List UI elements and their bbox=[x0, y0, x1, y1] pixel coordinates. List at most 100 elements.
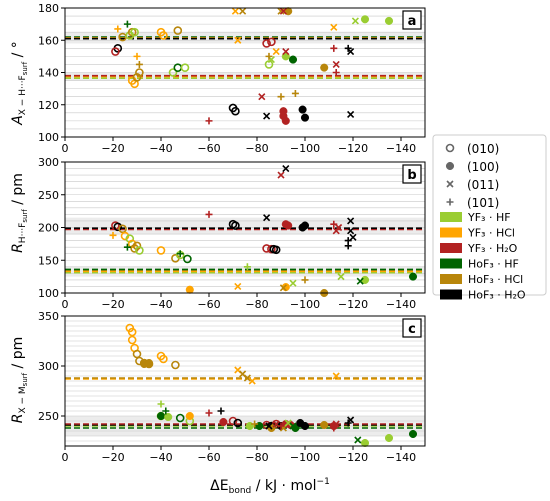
legend-marker-label: (011) bbox=[467, 178, 499, 192]
data-point-44 bbox=[347, 110, 355, 118]
data-point-38 bbox=[349, 233, 357, 241]
y-tick-label: 150 bbox=[38, 254, 59, 267]
y-tick-label: 120 bbox=[38, 99, 59, 112]
legend-swatch bbox=[440, 289, 462, 300]
data-point-27 bbox=[288, 55, 298, 64]
legend-color-entry: HoF₃ · HF bbox=[440, 258, 519, 271]
data-point-38 bbox=[408, 429, 418, 439]
y-tick-label: 180 bbox=[38, 2, 59, 15]
x-tick-label: −140 bbox=[386, 142, 416, 155]
data-point-40 bbox=[337, 273, 345, 281]
data-point-50 bbox=[135, 60, 143, 68]
legend-marker-label: (101) bbox=[467, 196, 499, 210]
x-tick-label: −120 bbox=[338, 142, 368, 155]
data-point-14 bbox=[180, 63, 190, 72]
data-point-15 bbox=[173, 26, 183, 35]
ylabel-b: RH···Fsurf / pm bbox=[10, 173, 29, 253]
data-point-11 bbox=[159, 31, 168, 40]
data-point-24 bbox=[219, 417, 228, 427]
data-point-50 bbox=[354, 436, 362, 444]
data-point-51 bbox=[332, 372, 340, 380]
data-point-18 bbox=[262, 39, 271, 48]
data-point-47 bbox=[344, 242, 352, 250]
axes-frame bbox=[64, 315, 426, 447]
data-point-51 bbox=[205, 117, 213, 125]
data-point-28 bbox=[320, 63, 329, 72]
data-point-23 bbox=[185, 285, 194, 294]
data-point-15 bbox=[233, 418, 243, 428]
data-point-32 bbox=[279, 284, 287, 292]
data-point-10 bbox=[171, 360, 180, 370]
y-tick-label: 350 bbox=[38, 310, 59, 323]
data-point-32 bbox=[234, 36, 242, 44]
data-point-33 bbox=[289, 279, 297, 287]
x-tick-label: −80 bbox=[245, 298, 268, 311]
data-point-9 bbox=[135, 68, 144, 77]
y-tick-label: 100 bbox=[38, 287, 59, 300]
data-point-54 bbox=[291, 89, 299, 97]
data-point-34 bbox=[239, 7, 247, 15]
legend-swatch bbox=[440, 258, 462, 269]
data-point-9 bbox=[159, 354, 168, 364]
data-point-20 bbox=[144, 358, 154, 368]
data-point-17 bbox=[231, 106, 240, 116]
panel-label: c bbox=[408, 322, 416, 337]
legend-color-label: HoF₃ · H₂O bbox=[468, 289, 526, 302]
data-point-37 bbox=[384, 433, 394, 443]
data-point-41 bbox=[109, 231, 117, 239]
data-point-19 bbox=[267, 37, 276, 47]
legend-marker-label: (100) bbox=[467, 160, 499, 174]
data-point-28 bbox=[263, 214, 271, 222]
data-point-1 bbox=[113, 222, 123, 232]
data-point-39 bbox=[356, 277, 364, 285]
legend-marker-label: (010) bbox=[467, 142, 499, 156]
data-point-9 bbox=[156, 246, 166, 255]
x-tick-label: −40 bbox=[149, 298, 172, 311]
x-tick-label: −100 bbox=[290, 298, 320, 311]
data-point-1 bbox=[111, 47, 120, 56]
data-point-36 bbox=[360, 438, 370, 448]
svg-text:RX − Msurf / pm: RX − Msurf / pm bbox=[10, 337, 29, 424]
panel-label-box bbox=[402, 318, 422, 338]
legend-color-label: HoF₃ · HCl bbox=[468, 273, 523, 286]
data-point-46 bbox=[284, 419, 292, 427]
data-point-48 bbox=[114, 25, 122, 33]
legend-marker-entry: (101) bbox=[446, 196, 499, 210]
data-point-24 bbox=[298, 105, 307, 114]
x-tick-label: 0 bbox=[62, 451, 69, 464]
panels: 100 120 140 160 180 0 −20 −40 −60 −80 −100 −120 −140… bbox=[38, 2, 426, 464]
x-tick-label: −20 bbox=[101, 142, 124, 155]
legend-color-entry: YF₃ · HF bbox=[440, 211, 511, 224]
legend-marker-entry: (010) bbox=[445, 142, 499, 156]
x-tick-label: −60 bbox=[197, 298, 220, 311]
data-point-21 bbox=[156, 411, 166, 421]
legend-swatch bbox=[440, 274, 462, 284]
data-point-27 bbox=[408, 272, 418, 281]
data-point-33 bbox=[231, 7, 239, 15]
data-point-42 bbox=[332, 60, 340, 69]
data-point-2 bbox=[446, 180, 454, 188]
data-point-23 bbox=[185, 411, 194, 421]
data-point-55 bbox=[217, 407, 225, 415]
y-tick-label: 300 bbox=[38, 360, 59, 373]
data-point-34 bbox=[320, 420, 329, 430]
data-point-29 bbox=[360, 15, 370, 24]
data-point-18 bbox=[271, 245, 281, 255]
data-point-14 bbox=[231, 221, 240, 230]
legend-color-label: YF₃ · HCl bbox=[467, 227, 515, 240]
data-point-46 bbox=[351, 17, 359, 25]
data-point-22 bbox=[281, 116, 290, 125]
x-tick-label: −120 bbox=[338, 451, 368, 464]
panel-c: 250 300 350 0 −20 −40 −60 −80 −100 −120 −140 c bbox=[38, 310, 426, 464]
x-tick-label: −60 bbox=[197, 142, 220, 155]
x-tick-label: −80 bbox=[245, 451, 268, 464]
data-point-54 bbox=[205, 409, 213, 417]
panel-label-box bbox=[402, 10, 422, 30]
data-point-22 bbox=[164, 412, 173, 422]
panel-label: a bbox=[408, 14, 417, 29]
data-point-20 bbox=[284, 221, 293, 230]
legend-frame bbox=[432, 134, 547, 296]
ylabel-a: AX − H···Fsurf / ° bbox=[10, 41, 29, 126]
data-point-12 bbox=[168, 68, 178, 77]
